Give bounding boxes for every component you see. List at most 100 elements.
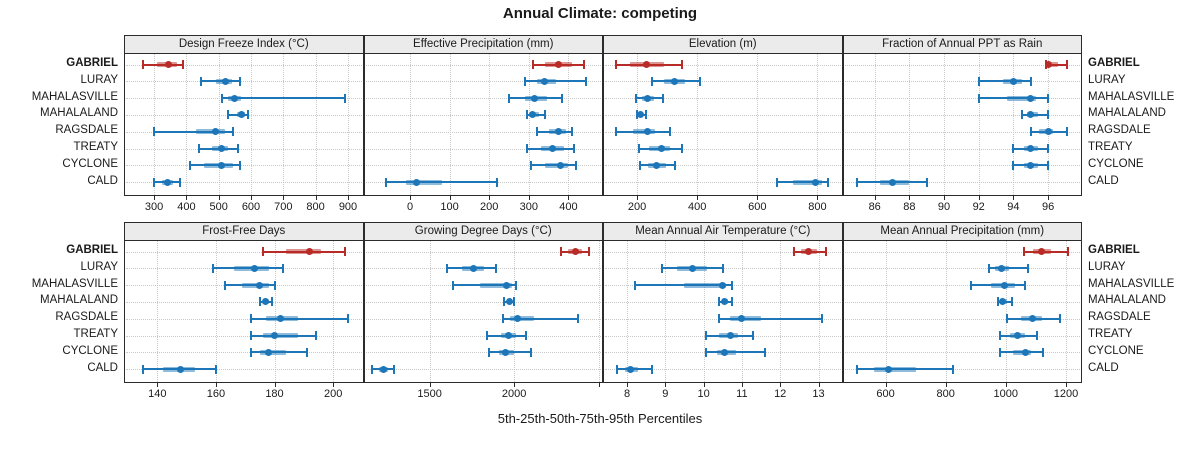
axis-tick — [885, 383, 887, 387]
gridline-horizontal — [844, 98, 1080, 100]
median-dot — [504, 332, 512, 339]
panel-plot-mean-annual-precipitation-mm — [842, 240, 1082, 383]
axis-tick-label: 600 — [876, 388, 895, 400]
interquartile-bar — [684, 282, 727, 288]
axis-tick-label: 400 — [559, 201, 578, 213]
gridline-vertical — [978, 54, 980, 195]
whisker-cap-high — [571, 127, 574, 137]
median-dot — [412, 178, 420, 186]
axis-tick — [186, 196, 188, 200]
whisker-cap-high — [825, 247, 828, 256]
whisker-range — [634, 284, 733, 287]
axis-tick — [348, 196, 349, 200]
axis-tick — [568, 196, 570, 200]
median-dot — [505, 298, 513, 306]
row-label-left-cald: CALD — [87, 361, 118, 374]
axis-tick — [780, 383, 782, 387]
gridline-vertical — [1013, 54, 1015, 195]
median-dot — [1044, 61, 1052, 68]
whisker-cap-low — [704, 347, 707, 357]
median-dot — [177, 365, 185, 373]
interquartile-bar — [242, 282, 269, 288]
axis-tick — [1048, 196, 1050, 200]
gridline-vertical — [817, 54, 819, 195]
whisker-cap-low — [503, 297, 505, 307]
whisker-range — [503, 317, 579, 320]
axis-tick-label: 92 — [972, 201, 985, 213]
median-dot — [221, 77, 229, 85]
whisker-cap-low — [445, 263, 448, 273]
gridline-horizontal — [365, 165, 601, 167]
panel-strip-fraction-of-annual-ppt-as-rain: Fraction of Annual PPT as Rain — [842, 35, 1082, 53]
gridline-horizontal — [126, 318, 362, 320]
whisker-cap-low — [977, 93, 980, 103]
whisker-cap-low — [998, 331, 1001, 340]
whisker-cap-low — [717, 314, 720, 324]
whisker-cap-low — [452, 280, 455, 290]
whisker-cap-low — [198, 144, 201, 153]
gridline-horizontal — [126, 182, 362, 184]
median-dot — [555, 61, 562, 68]
median-dot — [231, 94, 239, 102]
gridline-vertical — [703, 241, 705, 382]
whisker-cap-low — [199, 76, 202, 86]
gridline-horizontal — [844, 318, 1080, 320]
whisker-cap-low — [227, 110, 230, 120]
whisker-cap-high — [1010, 297, 1013, 307]
axis-tick-label: 88 — [903, 201, 916, 213]
whisker-cap-low — [775, 177, 778, 187]
whisker-cap-low — [153, 127, 156, 137]
axis-tick — [528, 196, 530, 200]
axis-tick-label: 90 — [937, 201, 951, 213]
whisker-cap-low — [1012, 144, 1015, 153]
axis-tick-label: 96 — [1041, 201, 1055, 213]
axis-tick — [909, 196, 911, 200]
median-dot — [541, 77, 549, 85]
gridline-horizontal — [844, 64, 1080, 66]
whisker-cap-high — [343, 247, 346, 256]
gridline-horizontal — [365, 64, 601, 66]
axis-tick-label: 94 — [1007, 201, 1020, 213]
panel-plot-growing-degree-days-c — [363, 240, 603, 383]
axis-tick — [741, 383, 743, 387]
axis-tick-label: 13 — [812, 388, 825, 400]
median-dot — [885, 365, 893, 373]
whisker-cap-low — [717, 297, 720, 307]
whisker-cap-low — [635, 110, 638, 120]
interquartile-bar — [544, 162, 569, 168]
gridline-horizontal — [605, 114, 841, 116]
whisker-cap-high — [669, 127, 672, 137]
gridline-vertical — [568, 54, 570, 195]
gridline-horizontal — [844, 131, 1080, 133]
gridline-horizontal — [126, 335, 362, 337]
whisker-cap-low — [1006, 314, 1009, 324]
whisker-cap-low — [615, 127, 617, 137]
whisker-cap-high — [514, 280, 517, 290]
whisker-cap-low — [1029, 127, 1032, 137]
whisker-range — [221, 97, 345, 100]
axis-tick-label: 100 — [440, 201, 459, 213]
whisker-range — [989, 267, 1029, 270]
gridline-vertical — [1066, 241, 1067, 382]
median-dot — [812, 178, 820, 186]
gridline-vertical — [215, 241, 217, 382]
gridline-horizontal — [365, 318, 601, 320]
panel-strip-growing-degree-days-c: Growing Degree Days (°C) — [363, 222, 603, 240]
row-label-left-gabriel: GABRIEL — [66, 57, 118, 69]
whisker-cap-high — [282, 263, 285, 273]
median-dot — [999, 298, 1007, 306]
panel-strip-mean-annual-precipitation-mm: Mean Annual Precipitation (mm) — [842, 222, 1082, 240]
axis-tick — [703, 383, 705, 387]
figure-title: Annual Climate: competing — [502, 5, 698, 22]
whisker-cap-high — [1047, 144, 1050, 153]
whisker-cap-low — [486, 331, 489, 340]
gridline-vertical — [528, 54, 530, 195]
axis-tick-label: 0 — [406, 201, 414, 213]
gridline-vertical — [757, 54, 759, 195]
gridline-vertical — [348, 54, 349, 195]
axis-tick — [637, 196, 639, 200]
row-label-left-luray: LURAY — [80, 260, 119, 273]
axis-tick — [978, 196, 980, 200]
whisker-cap-high — [1027, 263, 1030, 273]
median-dot — [1021, 348, 1029, 356]
